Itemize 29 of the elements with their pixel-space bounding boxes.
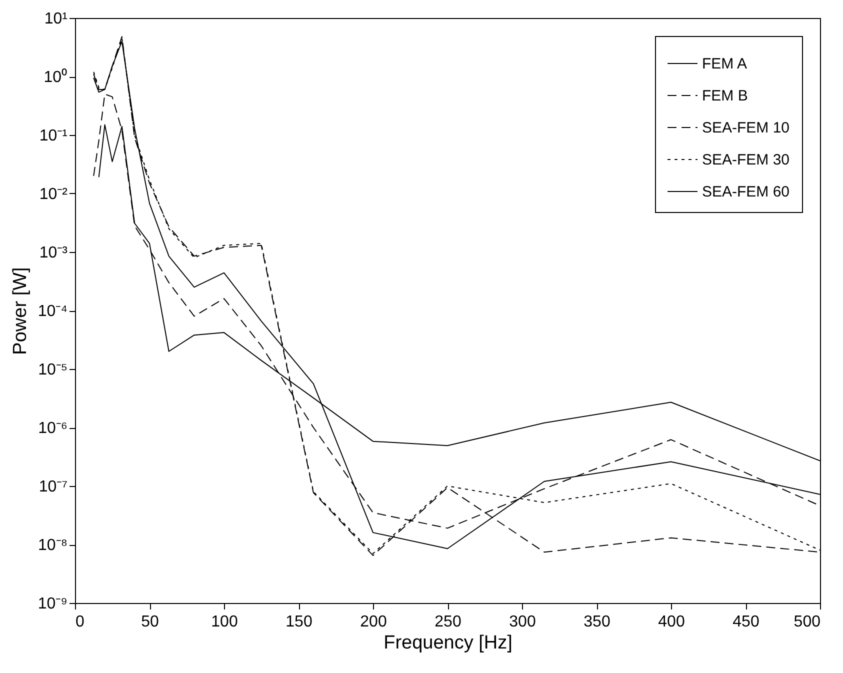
legend-label: FEM B (702, 88, 748, 104)
y-tick-label: 10⁻⁴ (38, 303, 68, 320)
x-tick-label: 150 (286, 614, 312, 630)
y-tick-label: 10⁻⁸ (38, 537, 68, 554)
y-axis-title: Power [W] (10, 267, 31, 355)
y-tick-label: 10¹ (44, 10, 68, 28)
x-tick-label: 500 (794, 614, 821, 630)
y-tick-label: 10⁻¹ (39, 128, 68, 144)
legend-label: SEA-FEM 10 (702, 120, 790, 136)
x-tick-label: 450 (732, 614, 760, 630)
y-tick-label: 10⁻⁵ (38, 362, 68, 378)
legend-label: SEA-FEM 60 (702, 184, 790, 200)
legend-label: FEM A (702, 56, 748, 72)
legend-label: SEA-FEM 30 (702, 152, 790, 168)
x-tick-label: 250 (434, 614, 462, 630)
x-tick-label: 300 (509, 614, 536, 630)
x-tick-label: 50 (141, 614, 159, 630)
y-tick-label: 10⁻³ (39, 244, 68, 262)
y-tick-label: 10⁻⁶ (38, 420, 68, 437)
x-tick-label: 350 (584, 614, 610, 630)
x-tick-label: 0 (76, 614, 84, 630)
x-tick-label: 400 (658, 614, 685, 630)
y-tick-label: 10⁻⁹ (38, 596, 68, 612)
x-tick-label: 200 (360, 614, 387, 630)
y-tick-label: 10⁻⁷ (38, 478, 68, 496)
y-tick-label: 10⁰ (44, 68, 68, 86)
x-axis-title: Frequency [Hz] (384, 632, 512, 654)
y-tick-label: 10⁻² (39, 186, 68, 203)
x-tick-label: 100 (211, 614, 238, 630)
